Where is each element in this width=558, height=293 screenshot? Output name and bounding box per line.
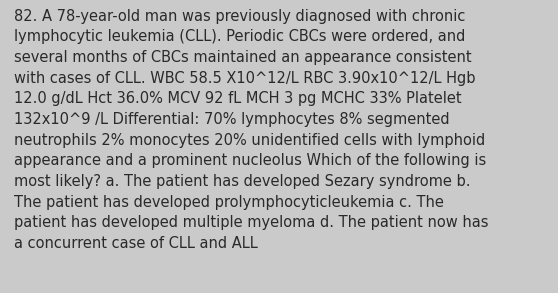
Text: 82. A 78-year-old man was previously diagnosed with chronic
lymphocytic leukemia: 82. A 78-year-old man was previously dia… xyxy=(14,9,488,251)
